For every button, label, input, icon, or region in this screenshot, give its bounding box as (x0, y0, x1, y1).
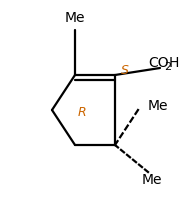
Text: S: S (121, 63, 129, 76)
Text: H: H (169, 56, 179, 70)
Text: Me: Me (142, 173, 162, 187)
Text: Me: Me (148, 99, 168, 113)
Text: R: R (78, 105, 86, 118)
Text: 2: 2 (164, 62, 171, 72)
Text: Me: Me (65, 11, 85, 25)
Text: CO: CO (148, 56, 169, 70)
